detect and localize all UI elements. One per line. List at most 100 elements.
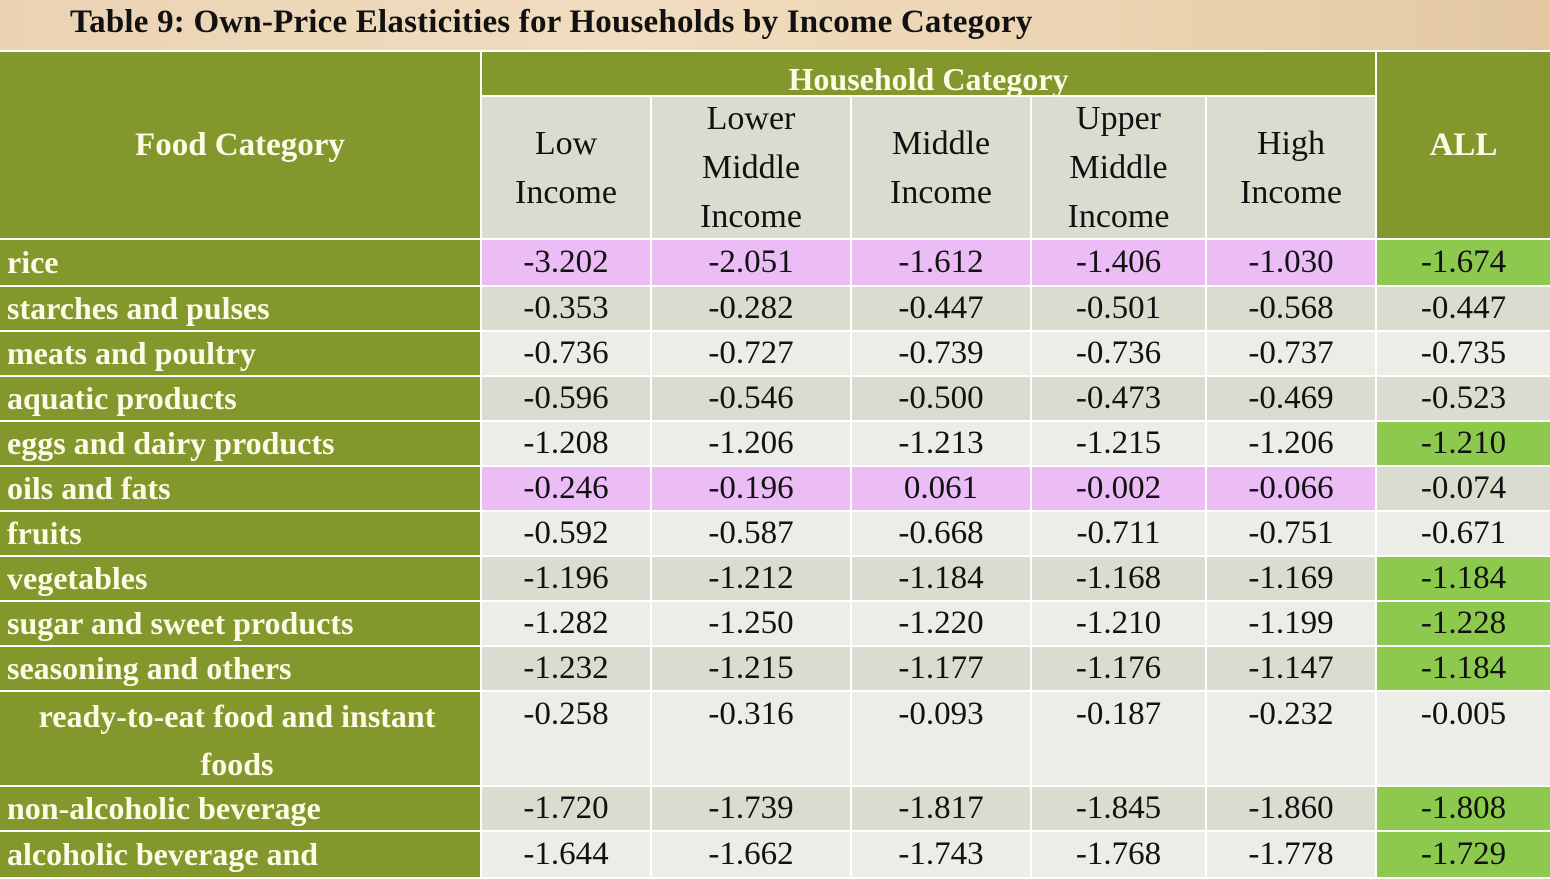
value-cell: -1.213 [852, 422, 1030, 465]
row-label-text: fruits [7, 515, 82, 551]
row-label: aquatic products [0, 377, 480, 420]
header-upper-middle-income: Upper Middle Income [1032, 97, 1205, 238]
value-cell: -1.282 [482, 602, 650, 645]
value-cell: -1.644 [482, 832, 650, 877]
value-cell: -1.208 [482, 422, 650, 465]
header-lower-middle-income-label: Lower Middle Income [700, 100, 802, 235]
value-cell: -3.202 [482, 240, 650, 285]
all-value-cell: -0.671 [1377, 512, 1550, 555]
all-value-cell: -0.735 [1377, 332, 1550, 375]
row-label: meats and poultry [0, 332, 480, 375]
value-cell: -1.212 [652, 557, 850, 600]
value-cell: -0.187 [1032, 692, 1205, 785]
value-cell: -1.817 [852, 787, 1030, 830]
all-value-cell: -1.228 [1377, 602, 1550, 645]
value-cell: -1.184 [852, 557, 1030, 600]
value-cell: -0.737 [1207, 332, 1375, 375]
value-cell: -0.066 [1207, 467, 1375, 510]
value-cell: -0.353 [482, 287, 650, 330]
value-cell: -0.501 [1032, 287, 1205, 330]
all-value-cell: -0.005 [1377, 692, 1550, 785]
header-all-label: ALL [1429, 126, 1498, 163]
value-cell: -1.845 [1032, 787, 1205, 830]
value-cell: -1.250 [652, 602, 850, 645]
row-label-text: starches and pulses [7, 290, 270, 326]
value-cell: -0.568 [1207, 287, 1375, 330]
row-label-text: rice [7, 244, 59, 280]
header-high-income: High Income [1207, 97, 1375, 238]
header-middle-income: Middle Income [852, 97, 1030, 238]
row-label: rice [0, 240, 480, 285]
value-cell: -1.030 [1207, 240, 1375, 285]
value-cell: -0.469 [1207, 377, 1375, 420]
value-cell: -1.860 [1207, 787, 1375, 830]
value-cell: -1.739 [652, 787, 850, 830]
row-label: sugar and sweet products [0, 602, 480, 645]
value-cell: -0.727 [652, 332, 850, 375]
value-cell: -0.500 [852, 377, 1030, 420]
value-cell: -1.220 [852, 602, 1030, 645]
header-lower-middle-income: Lower Middle Income [652, 97, 850, 238]
value-cell: -0.232 [1207, 692, 1375, 785]
value-cell: -1.206 [652, 422, 850, 465]
row-label-text: vegetables [7, 560, 148, 596]
value-cell: -1.720 [482, 787, 650, 830]
header-low-income-label: Low Income [515, 124, 617, 211]
header-food-category: Food Category [0, 52, 480, 238]
value-cell: -0.668 [852, 512, 1030, 555]
all-value-cell: -1.184 [1377, 647, 1550, 690]
value-cell: -1.177 [852, 647, 1030, 690]
value-cell: -0.258 [482, 692, 650, 785]
row-label-text: oils and fats [7, 470, 171, 506]
header-high-income-label: High Income [1240, 124, 1342, 211]
header-middle-income-label: Middle Income [890, 124, 992, 211]
value-cell: -2.051 [652, 240, 850, 285]
value-cell: -0.751 [1207, 512, 1375, 555]
value-cell: -0.196 [652, 467, 850, 510]
row-label-text: ready-to-eat food and instant foods [38, 698, 436, 782]
header-all: ALL [1377, 52, 1550, 238]
row-label: oils and fats [0, 467, 480, 510]
row-label: ready-to-eat food and instant foods [0, 692, 480, 785]
value-cell: -0.246 [482, 467, 650, 510]
value-cell: -1.743 [852, 832, 1030, 877]
value-cell: -1.406 [1032, 240, 1205, 285]
value-cell: -0.002 [1032, 467, 1205, 510]
row-label-text: aquatic products [7, 380, 237, 416]
value-cell: -1.768 [1032, 832, 1205, 877]
header-food-category-label: Food Category [135, 126, 345, 163]
all-value-cell: -1.808 [1377, 787, 1550, 830]
value-cell: -1.210 [1032, 602, 1205, 645]
value-cell: 0.061 [852, 467, 1030, 510]
value-cell: -1.169 [1207, 557, 1375, 600]
row-label: non-alcoholic beverage [0, 787, 480, 830]
all-value-cell: -0.523 [1377, 377, 1550, 420]
value-cell: -1.206 [1207, 422, 1375, 465]
value-cell: -1.196 [482, 557, 650, 600]
row-label-text: alcoholic beverage and [7, 836, 319, 872]
row-label: fruits [0, 512, 480, 555]
row-label-text: sugar and sweet products [7, 605, 354, 641]
value-cell: -1.147 [1207, 647, 1375, 690]
value-cell: -1.215 [1032, 422, 1205, 465]
all-value-cell: -1.184 [1377, 557, 1550, 600]
value-cell: -0.592 [482, 512, 650, 555]
row-label: seasoning and others [0, 647, 480, 690]
table-title: Table 9: Own-Price Elasticities for Hous… [70, 4, 1033, 40]
row-label: vegetables [0, 557, 480, 600]
value-cell: -1.232 [482, 647, 650, 690]
value-cell: -1.662 [652, 832, 850, 877]
value-cell: -0.739 [852, 332, 1030, 375]
value-cell: -1.215 [652, 647, 850, 690]
value-cell: -1.612 [852, 240, 1030, 285]
row-label-text: seasoning and others [7, 650, 292, 686]
all-value-cell: -1.674 [1377, 240, 1550, 285]
header-household-category-label: Household Category [788, 61, 1069, 97]
row-label-text: meats and poultry [7, 335, 256, 371]
value-cell: -0.736 [482, 332, 650, 375]
value-cell: -0.447 [852, 287, 1030, 330]
all-value-cell: -1.210 [1377, 422, 1550, 465]
title-band: Table 9: Own-Price Elasticities for Hous… [0, 0, 1550, 50]
value-cell: -0.316 [652, 692, 850, 785]
row-label: starches and pulses [0, 287, 480, 330]
